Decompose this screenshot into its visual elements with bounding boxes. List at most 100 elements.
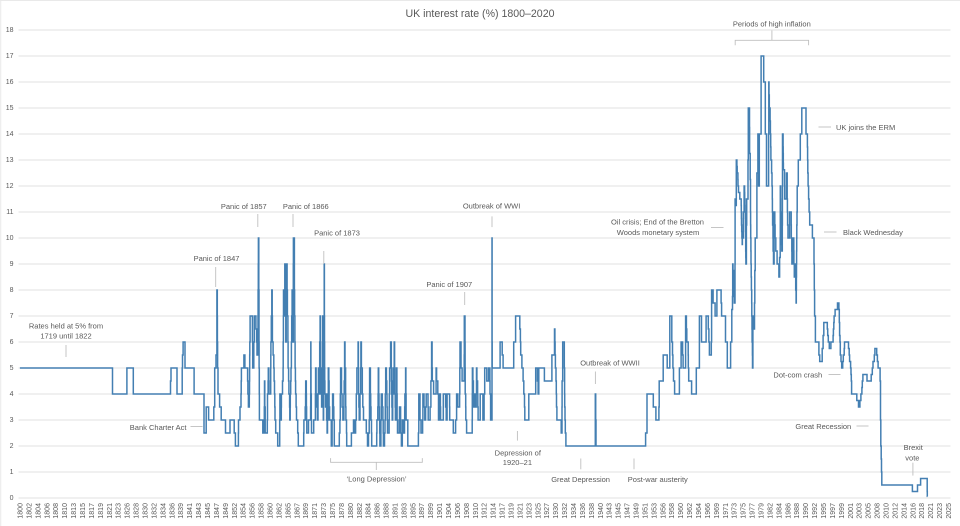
svg-text:1860: 1860 [268, 503, 275, 519]
svg-text:2014: 2014 [901, 503, 908, 519]
svg-text:1943: 1943 [607, 503, 614, 519]
svg-text:1982: 1982 [767, 503, 774, 519]
svg-text:2025: 2025 [946, 503, 953, 519]
svg-text:1899: 1899 [428, 503, 435, 519]
svg-text:1873: 1873 [321, 503, 328, 519]
svg-text:2016: 2016 [910, 503, 917, 519]
svg-text:1802: 1802 [26, 503, 33, 519]
svg-text:1858: 1858 [259, 503, 266, 519]
svg-text:3: 3 [10, 417, 14, 424]
svg-text:1934: 1934 [571, 503, 578, 519]
svg-text:1960: 1960 [678, 503, 685, 519]
svg-text:9: 9 [10, 261, 14, 268]
svg-text:2003: 2003 [857, 503, 864, 519]
svg-text:1938: 1938 [589, 503, 596, 519]
svg-text:Panic of 1857: Panic of 1857 [221, 202, 267, 211]
svg-text:18: 18 [6, 27, 14, 34]
svg-text:1804: 1804 [35, 503, 42, 519]
svg-text:1893: 1893 [401, 503, 408, 519]
svg-text:UK interest rate (%) 1800–2020: UK interest rate (%) 1800–2020 [406, 8, 555, 20]
svg-text:1886: 1886 [375, 503, 382, 519]
svg-text:Black Wednesday: Black Wednesday [843, 228, 903, 237]
svg-text:1800: 1800 [18, 503, 25, 519]
svg-text:2008: 2008 [875, 503, 882, 519]
svg-text:1817: 1817 [89, 503, 96, 519]
svg-text:1821: 1821 [107, 503, 114, 519]
svg-text:1904: 1904 [446, 503, 453, 519]
svg-text:1988: 1988 [794, 503, 801, 519]
svg-text:1834: 1834 [160, 503, 167, 519]
svg-text:1910: 1910 [473, 503, 480, 519]
svg-text:6: 6 [10, 339, 14, 346]
svg-text:1956: 1956 [660, 503, 667, 519]
svg-text:1973: 1973 [732, 503, 739, 519]
svg-text:1912: 1912 [482, 503, 489, 519]
svg-text:Post-war austerity: Post-war austerity [628, 475, 688, 484]
svg-text:1990: 1990 [803, 503, 810, 519]
svg-text:1925: 1925 [535, 503, 542, 519]
svg-text:1906: 1906 [455, 503, 462, 519]
svg-text:1962: 1962 [687, 503, 694, 519]
svg-text:0: 0 [10, 495, 14, 502]
svg-text:1971: 1971 [723, 503, 730, 519]
svg-text:2: 2 [10, 443, 14, 450]
svg-text:1: 1 [10, 469, 14, 476]
svg-text:11: 11 [6, 209, 13, 216]
svg-text:1914: 1914 [491, 503, 498, 519]
svg-text:1958: 1958 [669, 503, 676, 519]
svg-text:Periods of high inflation: Periods of high inflation [733, 19, 811, 28]
svg-text:Woods monetary system: Woods monetary system [617, 228, 699, 237]
svg-text:1984: 1984 [776, 503, 783, 519]
svg-text:1815: 1815 [80, 503, 87, 519]
svg-text:2005: 2005 [866, 503, 873, 519]
svg-text:1920–21: 1920–21 [503, 458, 532, 467]
svg-text:1882: 1882 [357, 503, 364, 519]
svg-text:1808: 1808 [53, 503, 60, 519]
svg-text:1936: 1936 [580, 503, 587, 519]
svg-text:1826: 1826 [125, 503, 132, 519]
svg-text:Outbreak of WWI: Outbreak of WWI [463, 201, 521, 210]
svg-text:1806: 1806 [44, 503, 51, 519]
svg-text:14: 14 [6, 131, 14, 138]
svg-text:1966: 1966 [705, 503, 712, 519]
svg-text:1856: 1856 [250, 503, 257, 519]
svg-text:Bank Charter Act: Bank Charter Act [130, 423, 188, 432]
svg-text:1930: 1930 [553, 503, 560, 519]
svg-text:1927: 1927 [544, 503, 551, 519]
svg-text:1891: 1891 [393, 503, 400, 519]
svg-text:1884: 1884 [366, 503, 373, 519]
svg-text:1830: 1830 [143, 503, 150, 519]
svg-text:1947: 1947 [625, 503, 632, 519]
svg-text:1949: 1949 [634, 503, 641, 519]
svg-text:1823: 1823 [116, 503, 123, 519]
svg-text:1841: 1841 [187, 503, 194, 519]
svg-text:1995: 1995 [821, 503, 828, 519]
svg-text:17: 17 [6, 53, 14, 60]
svg-text:1865: 1865 [285, 503, 292, 519]
svg-text:1951: 1951 [642, 503, 649, 519]
svg-text:1813: 1813 [71, 503, 78, 519]
svg-text:1871: 1871 [312, 503, 319, 519]
svg-text:1719 until 1822: 1719 until 1822 [40, 332, 91, 341]
svg-text:Panic of 1866: Panic of 1866 [283, 202, 329, 211]
svg-text:1832: 1832 [151, 503, 158, 519]
svg-text:2023: 2023 [937, 503, 944, 519]
svg-text:1969: 1969 [714, 503, 721, 519]
svg-text:1839: 1839 [178, 503, 185, 519]
svg-text:1908: 1908 [464, 503, 471, 519]
svg-text:1975: 1975 [741, 503, 748, 519]
svg-text:Panic of 1873: Panic of 1873 [314, 229, 360, 238]
svg-text:1862: 1862 [276, 503, 283, 519]
svg-text:1977: 1977 [750, 503, 757, 519]
svg-text:1852: 1852 [232, 503, 239, 519]
svg-text:Great Depression: Great Depression [551, 475, 610, 484]
svg-text:1836: 1836 [169, 503, 176, 519]
svg-text:7: 7 [10, 313, 14, 320]
svg-text:15: 15 [6, 105, 14, 112]
svg-text:1878: 1878 [339, 503, 346, 519]
svg-text:1964: 1964 [696, 503, 703, 519]
svg-text:1979: 1979 [759, 503, 766, 519]
svg-text:vote: vote [905, 453, 919, 462]
svg-text:8: 8 [10, 287, 14, 294]
svg-text:Rates held at 5% from: Rates held at 5% from [29, 322, 103, 331]
